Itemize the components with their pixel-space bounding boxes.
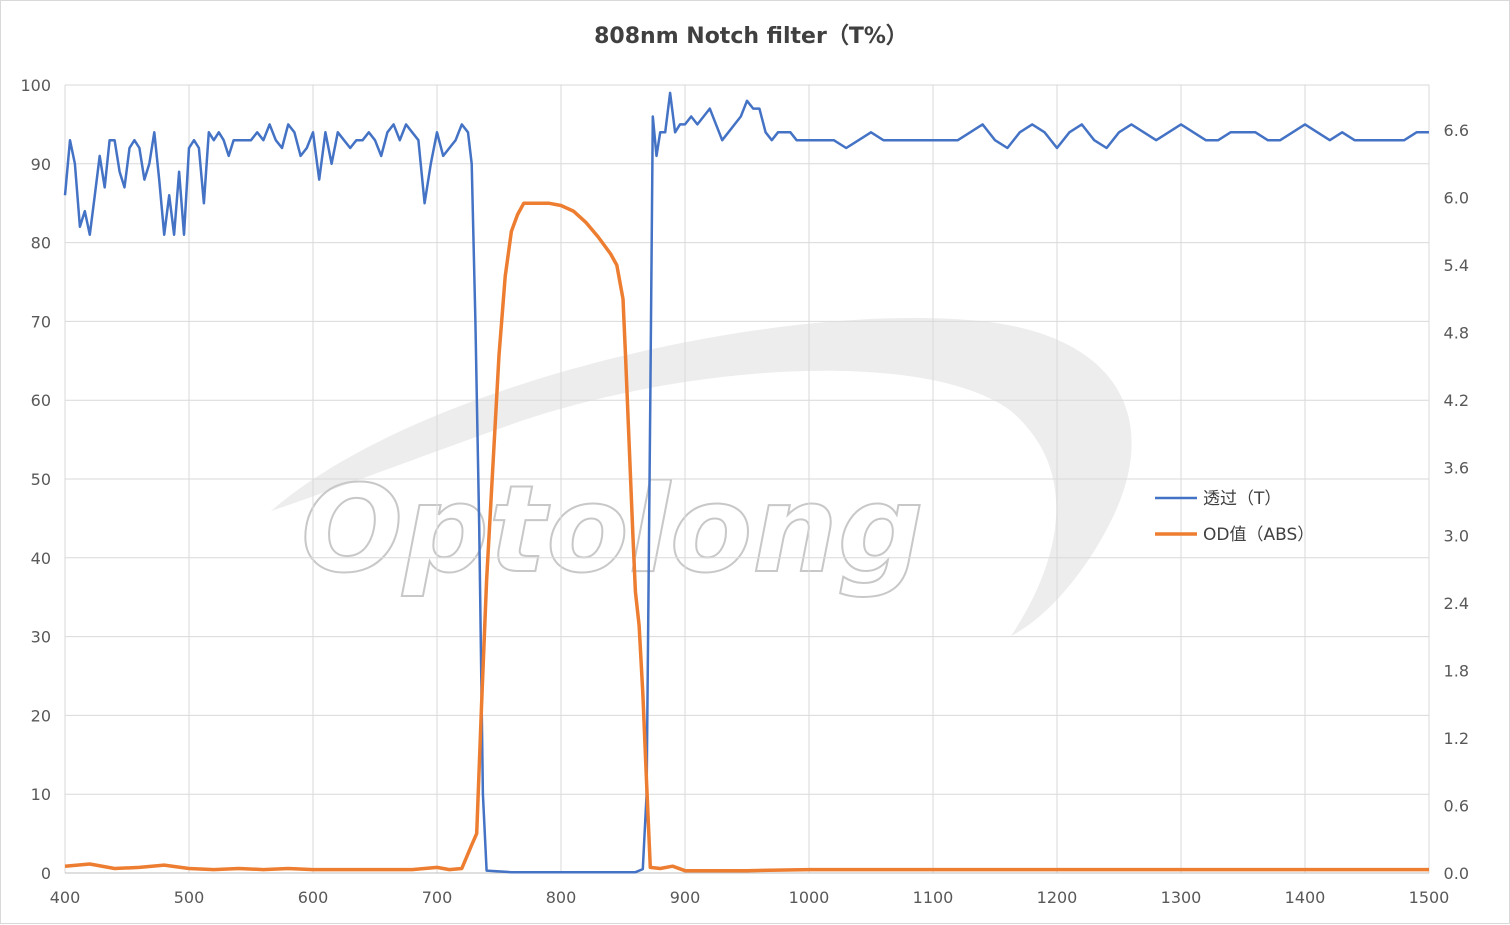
y-right-tick-label: 6.0 [1444, 189, 1469, 208]
y-left-tick-label: 50 [31, 470, 51, 489]
y-left-tick-label: 20 [31, 706, 51, 725]
x-tick-label: 1300 [1161, 888, 1202, 907]
series-line-1 [64, 201, 1429, 873]
legend-label-0: 透过（T） [1203, 489, 1281, 509]
grid [64, 84, 1430, 874]
x-tick-label: 800 [546, 888, 577, 907]
y-left-tick-label: 40 [31, 549, 51, 568]
chart-title: 808nm Notch filter（T%） [594, 24, 908, 49]
x-tick-label: 1000 [789, 888, 830, 907]
x-tick-label: 500 [174, 888, 205, 907]
x-tick-label: 1400 [1285, 888, 1326, 907]
x-tick-label: 700 [422, 888, 453, 907]
legend-label-1: OD值（ABS） [1203, 525, 1314, 545]
watermark-text: Optolong [301, 461, 924, 600]
y-left-tick-label: 60 [31, 391, 51, 410]
x-tick-label: 900 [670, 888, 701, 907]
y-right-tick-label: 3.6 [1444, 459, 1469, 478]
legend: 透过（T） OD值（ABS） [1155, 489, 1314, 545]
axes: 400 500 600 700 800 900 1000 1100 1200 1300 1400 15… [20, 76, 1469, 907]
y-left-tick-label: 10 [31, 785, 51, 804]
y-left-tick-label: 30 [31, 628, 51, 647]
optolong-watermark-logo: Optolong [271, 317, 1132, 636]
y-right-tick-label: 2.4 [1444, 594, 1469, 613]
y-left-tick-label: 0 [41, 864, 51, 883]
y-right-tick-label: 6.6 [1444, 121, 1469, 140]
y-right-tick-label: 0.6 [1444, 796, 1469, 815]
y-left-tick-label: 100 [20, 76, 51, 95]
y-right-tick-label: 5.4 [1444, 256, 1469, 275]
x-tick-label: 1100 [913, 888, 954, 907]
y-right-tick-label: 0.0 [1444, 864, 1469, 883]
series-group [63, 91, 1429, 874]
y-right-tick-label: 4.8 [1444, 324, 1469, 343]
y-right-tick-label: 1.2 [1444, 729, 1469, 748]
y-right-tick-label: 3.0 [1444, 526, 1469, 545]
y-right-tick-label: 4.2 [1444, 391, 1469, 410]
y-left-tick-label: 70 [31, 312, 51, 331]
y-right-tick-label: 1.8 [1444, 661, 1469, 680]
y-left-tick-label: 90 [31, 155, 51, 174]
x-tick-label: 400 [50, 888, 81, 907]
y-left-tick-label: 80 [31, 234, 51, 253]
x-tick-label: 600 [298, 888, 329, 907]
x-tick-label: 1500 [1409, 888, 1450, 907]
series-line-0 [63, 91, 1429, 874]
x-tick-label: 1200 [1037, 888, 1078, 907]
